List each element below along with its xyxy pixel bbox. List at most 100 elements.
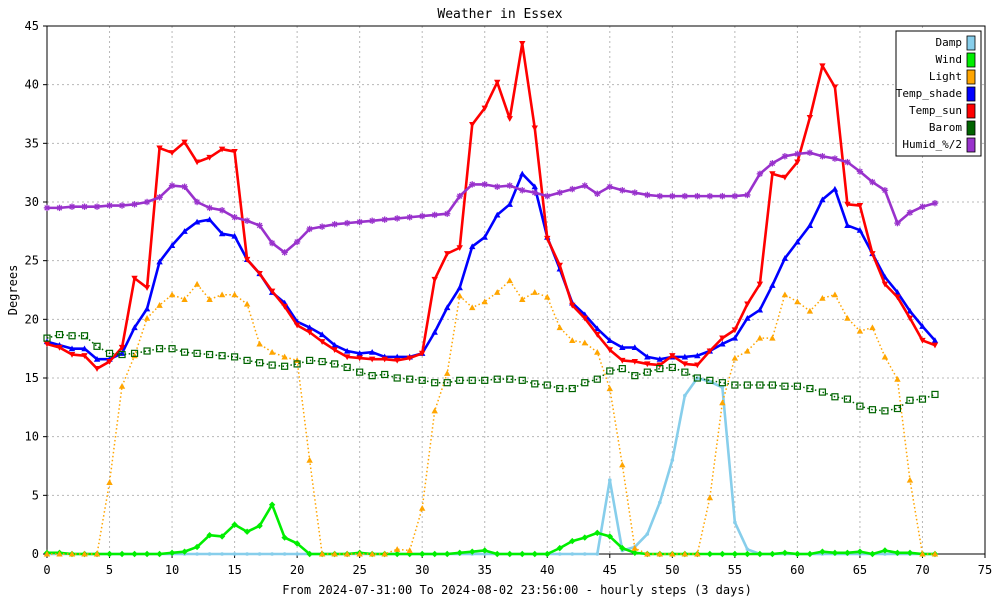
data-point-humid-2-stroke [619, 187, 626, 194]
data-point-light [656, 550, 664, 557]
series-light [43, 277, 939, 557]
data-point-humid-2-stroke [469, 181, 475, 188]
data-point-barom [80, 332, 89, 340]
data-point-barom [881, 407, 889, 415]
data-point-humid-2-stroke [757, 171, 763, 177]
data-point-humid-2-stroke [206, 205, 213, 211]
data-point-temp-sun [756, 281, 764, 288]
data-point-humid-2-stroke [369, 218, 375, 224]
x-tick-label: 40 [540, 563, 554, 577]
data-point-light [869, 324, 876, 331]
data-point-temp-sun [731, 327, 739, 334]
data-point-temp-sun [419, 350, 426, 357]
data-point-light [681, 550, 689, 557]
data-point-humid-2 [168, 182, 176, 189]
data-point-temp-sun [481, 105, 488, 112]
data-point-humid-2 [769, 160, 776, 167]
data-point-barom [656, 365, 664, 373]
x-tick-label: 20 [290, 563, 304, 577]
data-point-light [569, 337, 576, 344]
data-point-barom [368, 372, 376, 380]
data-point-wind [306, 550, 313, 558]
data-point-humid-2 [931, 199, 939, 207]
data-point-humid-2 [581, 182, 588, 189]
data-point-light [343, 550, 351, 557]
x-tick-label: 25 [352, 563, 366, 577]
data-point-temp-sun [744, 301, 751, 308]
data-point-barom [756, 381, 764, 389]
data-point-humid-2-stroke [532, 189, 538, 196]
data-point-damp [245, 552, 249, 556]
y-tick-label: 0 [32, 547, 39, 561]
data-point-humid-2-stroke [569, 186, 576, 192]
data-point-temp-shade [856, 226, 864, 233]
data-point-barom [318, 357, 326, 366]
data-point-wind [769, 550, 776, 558]
data-point-wind [506, 550, 513, 558]
data-point-wind [494, 550, 501, 558]
data-point-temp-sun [56, 344, 63, 351]
data-point-temp-sun [506, 116, 513, 122]
data-point-temp-sun [281, 303, 288, 310]
series-layer [43, 41, 939, 558]
data-point-temp-shade [181, 228, 188, 234]
data-point-damp [207, 552, 212, 556]
data-point-temp-sun [869, 251, 876, 257]
data-point-humid-2 [819, 153, 826, 160]
data-point-wind [131, 550, 138, 558]
legend-swatch [966, 86, 976, 102]
data-point-humid-2-stroke [744, 192, 751, 198]
data-point-barom [205, 350, 214, 359]
data-point-temp-sun [819, 63, 826, 70]
data-point-light [506, 277, 513, 284]
data-point-humid-2 [794, 150, 801, 158]
data-point-humid-2-stroke [632, 189, 638, 196]
data-point-wind [519, 550, 526, 558]
y-tick-label: 45 [25, 19, 39, 33]
data-point-humid-2-stroke [356, 219, 363, 225]
data-point-humid-2-stroke [932, 200, 938, 206]
data-point-humid-2 [318, 223, 326, 230]
data-point-humid-2 [619, 187, 626, 194]
data-point-humid-2-stroke [857, 168, 863, 175]
data-point-damp [270, 552, 274, 556]
data-point-barom [568, 384, 576, 393]
data-point-humid-2 [181, 183, 188, 190]
data-point-humid-2-stroke [732, 193, 738, 199]
data-point-light [494, 289, 501, 295]
data-point-humid-2-stroke [56, 205, 63, 211]
data-point-wind [218, 533, 226, 540]
data-point-temp-shade [331, 341, 338, 348]
data-point-humid-2 [419, 212, 426, 220]
data-point-temp-shade [769, 282, 776, 288]
legend: Damp Wind Light Temp_shade Temp_sun Barom Humi… [895, 30, 982, 157]
data-point-humid-2 [368, 217, 376, 224]
data-point-humid-2 [919, 203, 926, 210]
data-point-barom [68, 332, 76, 340]
data-point-wind [106, 550, 113, 558]
data-point-barom [593, 375, 601, 383]
data-point-wind [719, 550, 726, 558]
data-point-humid-2 [118, 202, 126, 209]
data-point-temp-sun [243, 256, 251, 263]
data-point-humid-2-stroke [244, 218, 250, 224]
data-point-temp-sun [343, 354, 351, 361]
data-point-temp-sun [268, 288, 276, 295]
data-point-wind [281, 534, 288, 541]
data-point-humid-2-stroke [519, 187, 526, 194]
data-point-humid-2-stroke [794, 151, 801, 157]
data-point-humid-2 [156, 194, 163, 201]
legend-label: Temp_shade [896, 87, 962, 100]
data-point-wind [256, 522, 263, 530]
data-point-barom [818, 388, 827, 396]
data-point-humid-2 [243, 217, 251, 224]
data-point-barom [506, 375, 514, 383]
data-point-humid-2 [306, 225, 313, 233]
data-point-humid-2-stroke [882, 187, 888, 194]
data-point-temp-shade [131, 324, 138, 331]
data-point-light [106, 479, 113, 485]
data-point-temp-sun [331, 347, 338, 354]
x-tick-label: 65 [853, 563, 867, 577]
